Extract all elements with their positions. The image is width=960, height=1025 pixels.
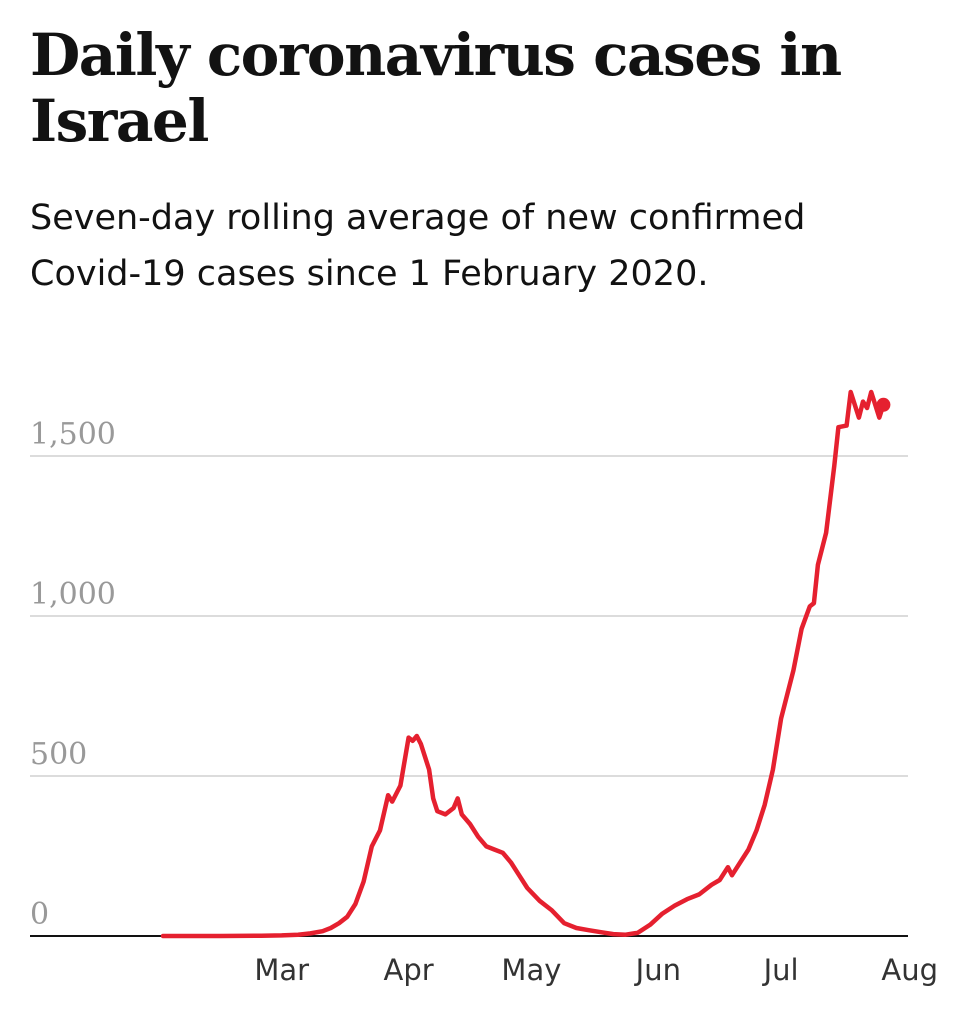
x-tick-label: Apr xyxy=(384,953,434,987)
x-tick-label: Mar xyxy=(254,953,309,987)
y-tick-label: 1,500 xyxy=(30,417,116,452)
x-tick-label: May xyxy=(501,953,561,987)
chart-title: Daily coronavirus cases in Israel xyxy=(30,21,842,155)
chart-area: 0 500 1,000 1,500 Mar Apr May Jun Jul Aug xyxy=(30,389,938,987)
y-tick-label: 0 xyxy=(30,897,49,932)
y-tick-label: 1,000 xyxy=(30,577,116,612)
x-tick-label: Jul xyxy=(762,953,799,987)
gridlines xyxy=(30,455,908,777)
x-axis-ticks: Mar Apr May Jun Jul Aug xyxy=(254,953,938,987)
y-tick-label: 500 xyxy=(30,737,87,772)
series-end-marker xyxy=(876,397,891,412)
series-line xyxy=(160,389,886,939)
chart-subtitle: Seven-day rolling average of new confirm… xyxy=(30,198,806,294)
x-tick-label: Jun xyxy=(634,953,681,987)
x-tick-label: Aug xyxy=(881,953,938,987)
y-axis-ticks: 0 500 1,000 1,500 xyxy=(30,417,116,932)
